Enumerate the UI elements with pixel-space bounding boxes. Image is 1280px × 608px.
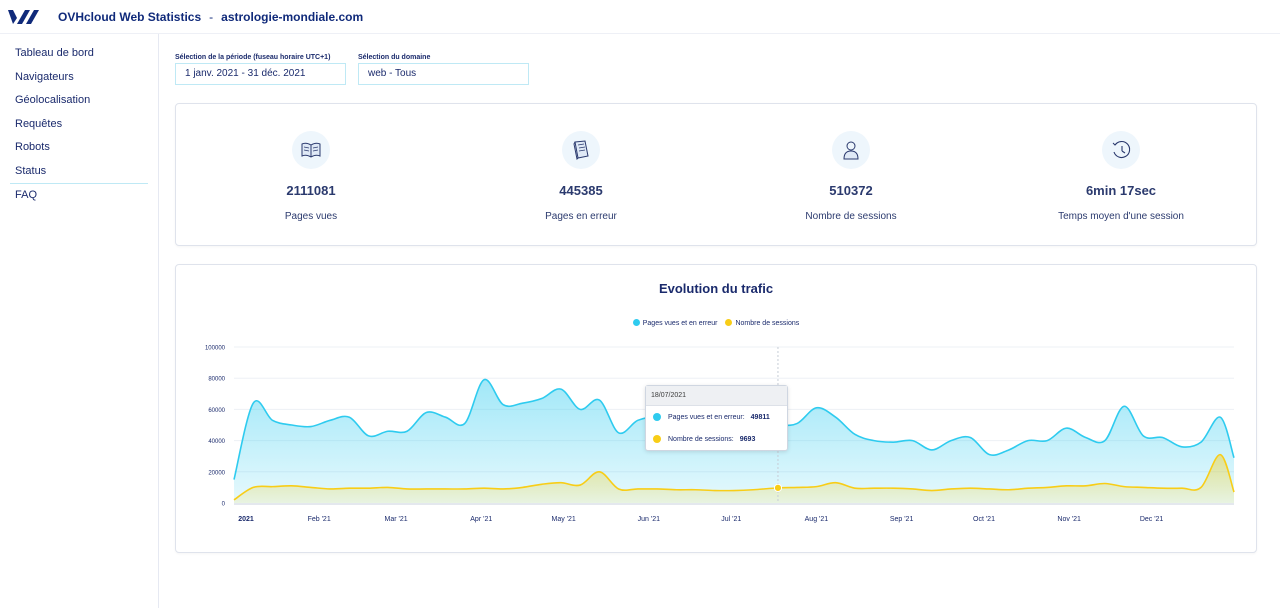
sidebar-item-faq[interactable]: FAQ [15,189,38,201]
chart-legend: Pages vues et en erreur Nombre de sessio… [176,319,1256,327]
domain-filter: Sélection du domaine web - Tous [358,54,529,85]
domain-select[interactable]: web - Tous [358,63,529,85]
legend-dot [725,319,733,326]
ovh-logo-icon[interactable] [6,7,40,27]
tooltip-date: 18/07/2021 [646,386,787,406]
chart-title: Evolution du trafic [658,281,774,296]
legend-item-sessions[interactable]: Nombre de sessions [725,319,799,327]
user-icon [832,131,870,169]
tooltip-row-pages: Pages vues et en erreur: 49811 [646,406,787,428]
title-separator: - [209,9,214,24]
period-label: Sélection de la période (fuseau horaire … [175,54,331,61]
legend-label: Nombre de sessions [735,320,800,327]
stat-value: 445385 [559,183,603,198]
tooltip-value: 49811 [750,413,770,421]
clock-history-icon [1102,131,1140,169]
legend-label: Pages vues et en erreur [642,320,718,327]
tooltip-row-sessions: Nombre de sessions: 9693 [646,428,787,450]
chart-tooltip: 18/07/2021 Pages vues et en erreur: 4981… [645,385,788,451]
stat-label: Pages en erreur [545,211,617,222]
sidebar-item-requetes[interactable]: Requêtes [15,117,63,130]
sidebar-item-status[interactable]: Status [15,164,47,177]
broken-page-icon [562,131,600,169]
open-book-icon [292,131,330,169]
stat-pages-en-erreur: 445385 Pages en erreur [446,104,716,247]
sidebar: Tableau de bord Navigateurs Géolocalisat… [0,34,159,608]
sidebar-item-robots[interactable]: Robots [15,141,50,153]
app-title: OVHcloud Web Statistics [58,9,202,24]
tooltip-dot [653,435,661,443]
period-input[interactable]: 1 janv. 2021 - 31 déc. 2021 [175,63,346,85]
stat-label: Temps moyen d'une session [1058,211,1184,222]
filters: Sélection de la période (fuseau horaire … [175,54,529,85]
domain-label: Sélection du domaine [358,54,431,61]
sidebar-item-navigateurs[interactable]: Navigateurs [15,70,74,83]
stat-value: 510372 [829,183,873,198]
sidebar-item-tableau-de-bord[interactable]: Tableau de bord [15,47,94,59]
top-bar: OVHcloud Web Statistics - astrologie-mon… [0,0,1280,34]
stat-value: 6min 17sec [1085,183,1157,198]
stat-label: Pages vues [284,211,338,222]
stat-temps-moyen: 6min 17sec Temps moyen d'une session [986,104,1256,247]
sidebar-divider [10,183,148,184]
tooltip-value: 9693 [739,435,756,443]
period-filter: Sélection de la période (fuseau horaire … [175,54,346,85]
sidebar-item-geolocalisation[interactable]: Géolocalisation [15,94,91,106]
domain-name: astrologie-mondiale.com [221,9,364,24]
stat-value: 2111081 [286,183,336,198]
legend-dot [632,319,640,326]
legend-item-pages[interactable]: Pages vues et en erreur [632,319,718,327]
tooltip-label: Nombre de sessions: [668,435,734,443]
stat-pages-vues: 2111081 Pages vues [176,104,446,247]
stat-label: Nombre de sessions [805,211,897,222]
stat-nombre-de-sessions: 510372 Nombre de sessions [716,104,986,247]
tooltip-label: Pages vues et en erreur: [668,413,745,421]
tooltip-dot [653,413,661,421]
stats-card: 2111081 Pages vues 445385 Pages en erreu… [175,103,1257,246]
